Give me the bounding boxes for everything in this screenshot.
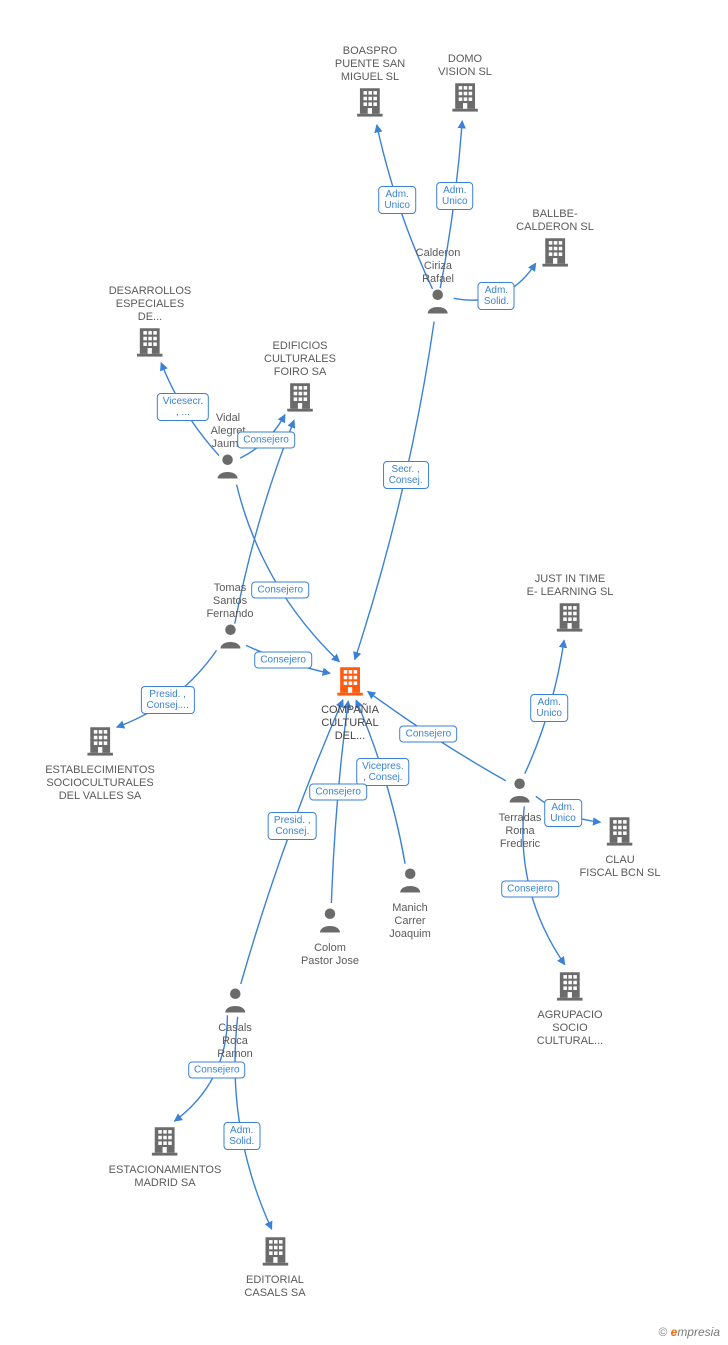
- node-label: DESARROLLOSESPECIALESDE...: [109, 285, 192, 324]
- brand-rest: mpresia: [677, 1325, 720, 1339]
- edge-label: Consejero: [237, 431, 295, 448]
- node-label: ColomPastor Jose: [301, 942, 359, 968]
- node-label: BOASPROPUENTE SANMIGUEL SL: [335, 45, 405, 84]
- building-icon: [258, 1233, 292, 1267]
- node-label: COMPAÑIACULTURALDEL...: [321, 704, 379, 743]
- node-label: EDITORIALCASALS SA: [244, 1274, 305, 1300]
- company-node-boaspro[interactable]: BOASPROPUENTE SANMIGUEL SL: [335, 45, 405, 125]
- building-icon: [283, 379, 317, 413]
- edge: [240, 415, 285, 459]
- edge: [368, 691, 506, 780]
- person-icon: [423, 286, 453, 316]
- company-node-establecimientos[interactable]: ESTABLECIMIENTOSSOCIOCULTURALESDEL VALLE…: [45, 723, 155, 803]
- company-node-editorial[interactable]: EDITORIALCASALS SA: [244, 1233, 305, 1300]
- node-label: ESTABLECIMIENTOSSOCIOCULTURALESDEL VALLE…: [45, 764, 155, 803]
- building-icon: [148, 1123, 182, 1157]
- company-node-desarrollos[interactable]: DESARROLLOSESPECIALESDE...: [109, 285, 192, 365]
- building-icon: [83, 723, 117, 757]
- edge-label: Adm.Unico: [530, 694, 568, 722]
- node-label: BALLBE-CALDERON SL: [516, 208, 594, 234]
- edge-label: Presid. ,Consej....: [141, 686, 195, 714]
- node-label: EDIFICIOSCULTURALESFOIRO SA: [264, 340, 336, 379]
- edge-label: Adm.Unico: [544, 799, 582, 827]
- node-label: ManichCarrerJoaquim: [389, 902, 431, 941]
- node-label: CLAUFISCAL BCN SL: [580, 854, 661, 880]
- person-node-casals_p[interactable]: CasalsRocaRamon: [217, 985, 252, 1061]
- company-node-edificios[interactable]: EDIFICIOSCULTURALESFOIRO SA: [264, 340, 336, 420]
- edge-label: Adm.Unico: [378, 186, 416, 214]
- building-icon: [603, 813, 637, 847]
- building-icon: [448, 79, 482, 113]
- edge-label: Consejero: [188, 1061, 246, 1078]
- person-icon: [395, 865, 425, 895]
- company-node-justintime[interactable]: JUST IN TIMEE- LEARNING SL: [527, 573, 614, 640]
- building-icon: [553, 599, 587, 633]
- edge-label: Adm.Unico: [436, 182, 474, 210]
- node-label: DOMOVISION SL: [438, 53, 492, 79]
- edge-label: Consejero: [501, 881, 559, 898]
- company-node-ballbe[interactable]: BALLBE-CALDERON SL: [516, 208, 594, 275]
- edge-label: Presid. ,Consej.: [268, 812, 317, 840]
- edge: [355, 322, 434, 660]
- edge-label: Consejero: [252, 581, 310, 598]
- node-label: CalderonCirizaRafael: [416, 247, 461, 286]
- company-node-domo[interactable]: DOMOVISION SL: [438, 53, 492, 120]
- edge-label: Adm.Solid.: [223, 1122, 260, 1150]
- company-node-estacionamientos[interactable]: ESTACIONAMIENTOSMADRID SA: [109, 1123, 222, 1190]
- person-node-tomas[interactable]: TomasSantosFernando: [206, 582, 253, 658]
- node-label: CasalsRocaRamon: [217, 1022, 252, 1061]
- edge: [525, 640, 564, 774]
- node-label: JUST IN TIMEE- LEARNING SL: [527, 573, 614, 599]
- node-label: AGRUPACIOSOCIOCULTURAL...: [537, 1009, 603, 1048]
- node-label: ESTACIONAMIENTOSMADRID SA: [109, 1164, 222, 1190]
- person-icon: [315, 905, 345, 935]
- building-icon: [353, 84, 387, 118]
- node-label: TerradasRomaFrederic: [499, 812, 542, 851]
- edge-label: Vicesecr., ...: [157, 393, 209, 421]
- company-node-clau[interactable]: CLAUFISCAL BCN SL: [580, 813, 661, 880]
- person-icon: [213, 451, 243, 481]
- edge: [246, 645, 330, 673]
- company-node-center[interactable]: COMPAÑIACULTURALDEL...: [321, 663, 379, 743]
- edge-label: Consejero: [309, 783, 367, 800]
- building-icon: [133, 324, 167, 358]
- node-label: TomasSantosFernando: [206, 582, 253, 621]
- person-icon: [505, 775, 535, 805]
- building-icon: [333, 663, 367, 697]
- person-node-vidal[interactable]: VidalAlegretJaume: [211, 412, 246, 488]
- edge-label: Secr. ,Consej.: [383, 461, 429, 489]
- edge-label: Adm.Solid.: [478, 282, 515, 310]
- network-canvas: { "canvas": { "width": 728, "height": 13…: [0, 0, 728, 1345]
- watermark: © empresia: [658, 1325, 720, 1339]
- copyright-symbol: ©: [658, 1325, 667, 1339]
- company-node-agrupacio[interactable]: AGRUPACIOSOCIOCULTURAL...: [537, 968, 603, 1048]
- edge-label: Vicepres., Consej.: [356, 758, 410, 786]
- edge-label: Consejero: [254, 652, 312, 669]
- building-icon: [553, 968, 587, 1002]
- edge: [117, 650, 217, 727]
- person-node-colom[interactable]: ColomPastor Jose: [301, 905, 359, 968]
- edge-label: Consejero: [400, 725, 458, 742]
- person-icon: [220, 985, 250, 1015]
- person-node-terradas[interactable]: TerradasRomaFrederic: [499, 775, 542, 851]
- building-icon: [538, 234, 572, 268]
- person-node-manich[interactable]: ManichCarrerJoaquim: [389, 865, 431, 941]
- person-node-calderon[interactable]: CalderonCirizaRafael: [416, 247, 461, 323]
- person-icon: [215, 621, 245, 651]
- node-label: VidalAlegretJaume: [211, 412, 246, 451]
